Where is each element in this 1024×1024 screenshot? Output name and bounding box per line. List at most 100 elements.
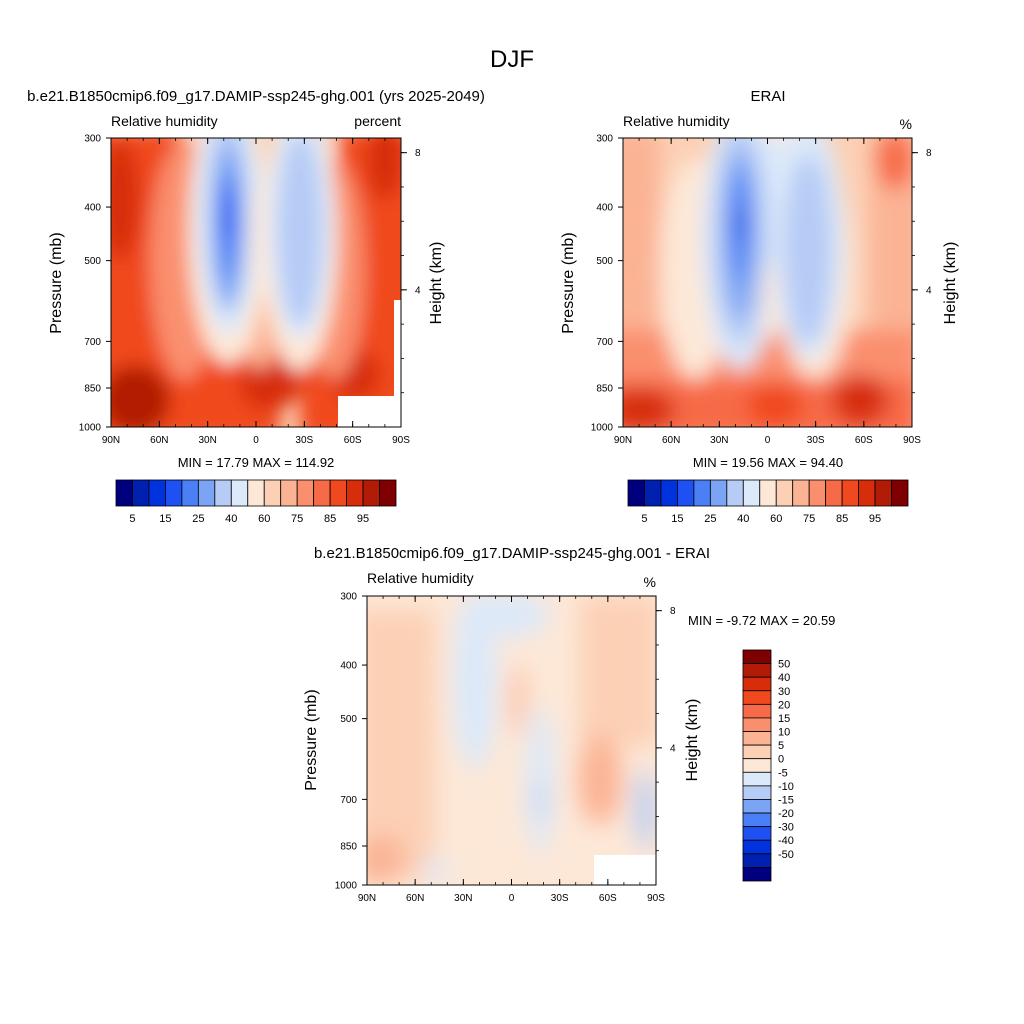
panel-model-colorbar: 5 15 25 40 60 75 85 95 [115, 479, 397, 525]
colorbar-swatch [677, 479, 695, 507]
y-tick-label: 500 [596, 256, 613, 267]
colorbar-swatch [627, 479, 645, 507]
colorbar-swatch [181, 479, 199, 507]
panel-obs-colorbar: 5 15 25 40 60 75 85 95 [627, 479, 909, 525]
colorbar-swatch [313, 479, 331, 507]
colorbar-label: 25 [192, 513, 204, 525]
panel-diff-axes: 90N 60N 30N 0 30S 60S 90S 300 400 500 700 850 1000 8 4 [335, 592, 676, 905]
colorbar-swatch [346, 479, 364, 507]
colorbar-swatch [742, 731, 772, 746]
y-tick-label: 400 [84, 203, 101, 214]
y-right-tick-label: 4 [670, 743, 676, 754]
colorbar-swatch [280, 479, 298, 507]
x-tick-label: 30S [807, 435, 825, 446]
colorbar-swatch [362, 479, 380, 507]
x-tick-label: 30S [295, 435, 313, 446]
colorbar-swatch [247, 479, 265, 507]
colorbar-label: -30 [778, 822, 794, 834]
colorbar-label: -10 [778, 781, 794, 793]
y-tick-label: 700 [84, 337, 101, 348]
panel-model-variable: Relative humidity [111, 113, 218, 129]
y-right-tick-label: 8 [926, 148, 932, 159]
colorbar-swatch [132, 479, 150, 507]
y-tick-label: 300 [340, 592, 357, 603]
colorbar-label: 5 [778, 740, 784, 752]
panel-model-title: b.e21.B1850cmip6.f09_g17.DAMIP-ssp245-gh… [27, 88, 485, 105]
colorbar-label: 15 [778, 713, 790, 725]
colorbar-label: -5 [778, 767, 788, 779]
panel-model-missing-topography [338, 396, 401, 427]
panel-diff-units: % [644, 574, 656, 590]
panel-obs-field [623, 138, 912, 427]
x-tick-label: 60N [662, 435, 680, 446]
colorbar-label: 85 [324, 513, 336, 525]
panel-obs-ylabel-right: Height (km) [942, 242, 959, 325]
colorbar-label: -40 [778, 835, 794, 847]
x-tick-label: 90S [647, 893, 665, 904]
colorbar-swatch [775, 479, 794, 507]
colorbar-label: 75 [291, 513, 303, 525]
colorbar-swatch [742, 663, 772, 678]
colorbar-swatch [742, 676, 772, 692]
colorbar-swatch [742, 771, 772, 787]
panel-diff-ylabel: Pressure (mb) [303, 689, 320, 790]
y-tick-label: 500 [84, 256, 101, 267]
panel-obs-units: % [900, 116, 912, 132]
panel-diff-field [367, 596, 656, 885]
colorbar-swatch [742, 717, 772, 732]
x-tick-label: 90N [614, 435, 632, 446]
colorbar-swatch [644, 479, 662, 507]
colorbar-label: -15 [778, 794, 794, 806]
colorbar-swatch [792, 479, 810, 507]
panel-diff-minmax: MIN = -9.72 MAX = 20.59 [688, 613, 835, 628]
colorbar-swatch [709, 479, 728, 507]
colorbar-label: 40 [737, 513, 749, 525]
figure-title: DJF [490, 46, 534, 73]
colorbar-swatch [858, 479, 876, 507]
colorbar-label: 50 [778, 659, 790, 671]
panel-obs: ERAI Relative humidity % [560, 88, 959, 525]
colorbar-swatch [379, 479, 397, 507]
colorbar-swatch [891, 479, 909, 507]
colorbar-label: 25 [704, 513, 716, 525]
x-tick-label: 30N [198, 435, 216, 446]
colorbar-label: -20 [778, 808, 794, 820]
colorbar-label: 20 [778, 699, 790, 711]
panel-model-ylabel: Pressure (mb) [48, 232, 65, 333]
colorbar-swatch [742, 867, 772, 882]
x-tick-label: 30N [710, 435, 728, 446]
x-tick-label: 60N [150, 435, 168, 446]
colorbar-label: 85 [836, 513, 848, 525]
colorbar-swatch [742, 853, 772, 868]
colorbar-swatch [296, 479, 315, 507]
colorbar-label: 40 [778, 672, 790, 684]
panel-model-axes: 90N 60N 30N 0 30S 60S 90S 300 400 500 700 850 1000 8 4 [79, 134, 421, 447]
panel-model: b.e21.B1850cmip6.f09_g17.DAMIP-ssp245-gh… [27, 88, 485, 525]
x-tick-label: 90N [102, 435, 120, 446]
colorbar-label: 0 [778, 754, 784, 766]
x-tick-label: 60S [344, 435, 362, 446]
panel-obs-ylabel: Pressure (mb) [560, 232, 577, 333]
y-tick-label: 500 [340, 714, 357, 725]
x-tick-label: 90N [358, 893, 376, 904]
x-tick-label: 90S [392, 435, 410, 446]
colorbar-swatch [825, 479, 843, 507]
colorbar-swatch [742, 799, 772, 814]
x-tick-label: 60N [406, 893, 424, 904]
y-right-tick-label: 4 [415, 285, 421, 296]
y-tick-label: 700 [596, 337, 613, 348]
panel-model-missing-topography [394, 300, 401, 427]
y-tick-label: 300 [84, 134, 101, 145]
panel-diff-ylabel-right: Height (km) [684, 699, 701, 782]
colorbar-label: 5 [129, 513, 135, 525]
panel-diff-variable: Relative humidity [367, 570, 474, 586]
colorbar-swatch [329, 479, 347, 507]
y-tick-label: 1000 [79, 423, 102, 434]
x-tick-label: 30S [551, 893, 569, 904]
y-tick-label: 400 [596, 203, 613, 214]
colorbar-label: 95 [869, 513, 881, 525]
colorbar-swatch [742, 703, 772, 719]
colorbar-swatch [742, 785, 772, 800]
x-tick-label: 90S [903, 435, 921, 446]
